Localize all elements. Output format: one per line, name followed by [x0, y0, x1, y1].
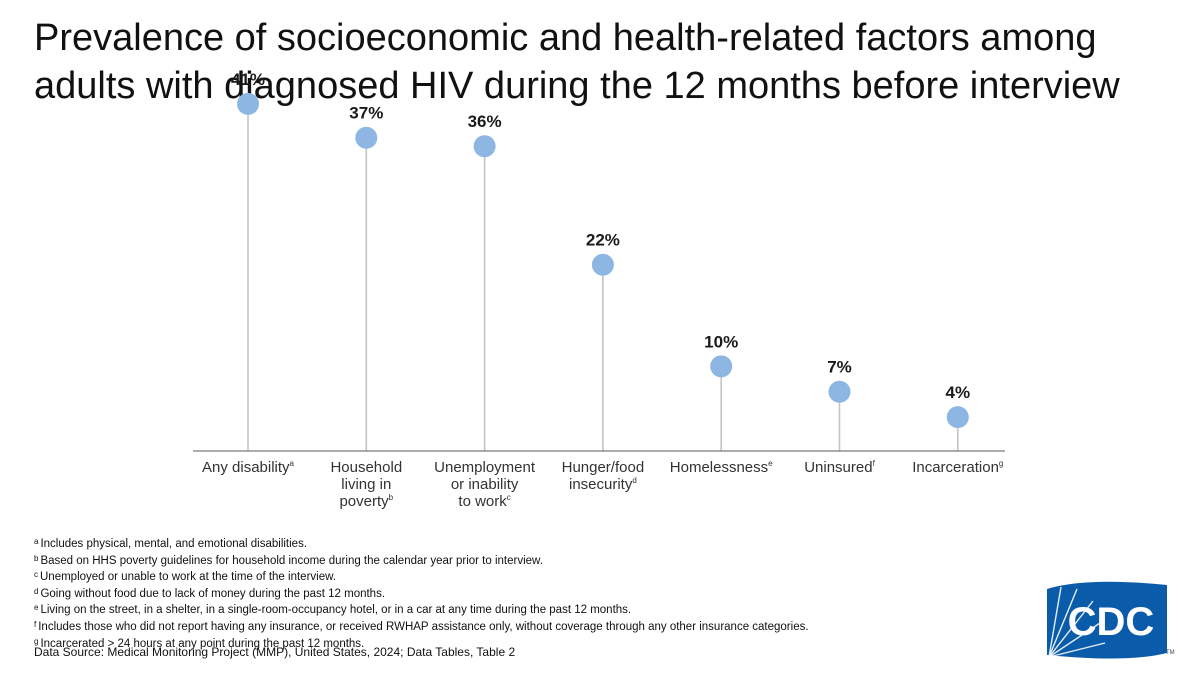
footnotes: a Includes physical, mental, and emotiona…: [34, 535, 994, 651]
category-footnote-mark: g: [999, 459, 1003, 468]
category-label: Hunger/food: [562, 459, 645, 476]
category-footnote-mark: a: [290, 459, 295, 468]
category-footnote-mark: e: [768, 459, 773, 468]
category-label: Unemployment: [434, 459, 536, 476]
title-line-2: adults with diagnosed HIV during the 12 …: [34, 65, 1120, 107]
cdc-logo: CDC: [1047, 581, 1167, 659]
lollipop-dot: [828, 380, 851, 403]
value-label: 4%: [946, 383, 971, 402]
chart-title: Prevalence of socioeconomic and health-r…: [34, 14, 1184, 110]
category-footnote-mark: f: [873, 459, 876, 468]
category-label: to workc: [458, 493, 510, 510]
lollipop-dot: [946, 406, 969, 429]
value-label: 22%: [586, 231, 620, 250]
lollipop-dot: [591, 253, 614, 276]
category-label: Uninsuredf: [804, 459, 875, 476]
logo-trademark: TM: [1166, 650, 1175, 656]
footnote-e: e Living on the street, in a shelter, in …: [34, 603, 632, 617]
category-label: povertyb: [339, 493, 393, 510]
lollipop-dot: [473, 135, 496, 158]
category-footnote-mark: c: [507, 493, 511, 502]
footnote-c: c Unemployed or unable to work at the tim…: [34, 570, 336, 584]
svg-text:CDC: CDC: [1068, 600, 1155, 644]
category-footnote-mark: b: [389, 493, 394, 502]
category-label: Household: [330, 459, 402, 476]
footnote-d: d Going without food due to lack of money…: [34, 586, 386, 600]
value-label: 41%: [231, 70, 265, 89]
value-label: 7%: [827, 358, 852, 377]
category-footnote-mark: d: [632, 476, 636, 485]
category-label: Any disabilitya: [202, 459, 295, 476]
footnote-a: a Includes physical, mental, and emotiona…: [34, 537, 308, 550]
category-label: Incarcerationg: [912, 459, 1003, 476]
lollipop-dot: [710, 355, 733, 378]
value-label: 36%: [468, 112, 502, 131]
lollipop-dot: [355, 126, 378, 149]
category-label: living in: [341, 476, 391, 493]
category-label: Homelessnesse: [670, 459, 773, 476]
footnote-b: b Based on HHS poverty guidelines for hou…: [34, 553, 543, 567]
value-label: 37%: [349, 104, 383, 123]
footnote-f: f Includes those who did not report havin…: [34, 619, 809, 633]
data-source: Data Source: Medical Monitoring Project …: [34, 645, 516, 659]
footnote-g: g Incarcerated > 24 hours at any point du…: [34, 636, 365, 650]
category-label: or inability: [451, 476, 519, 493]
category-label: insecurityd: [569, 476, 637, 493]
lollipop-dot: [237, 92, 259, 115]
title-line-1: Prevalence of socioeconomic and health-r…: [34, 17, 1097, 59]
value-label: 10%: [704, 332, 738, 351]
